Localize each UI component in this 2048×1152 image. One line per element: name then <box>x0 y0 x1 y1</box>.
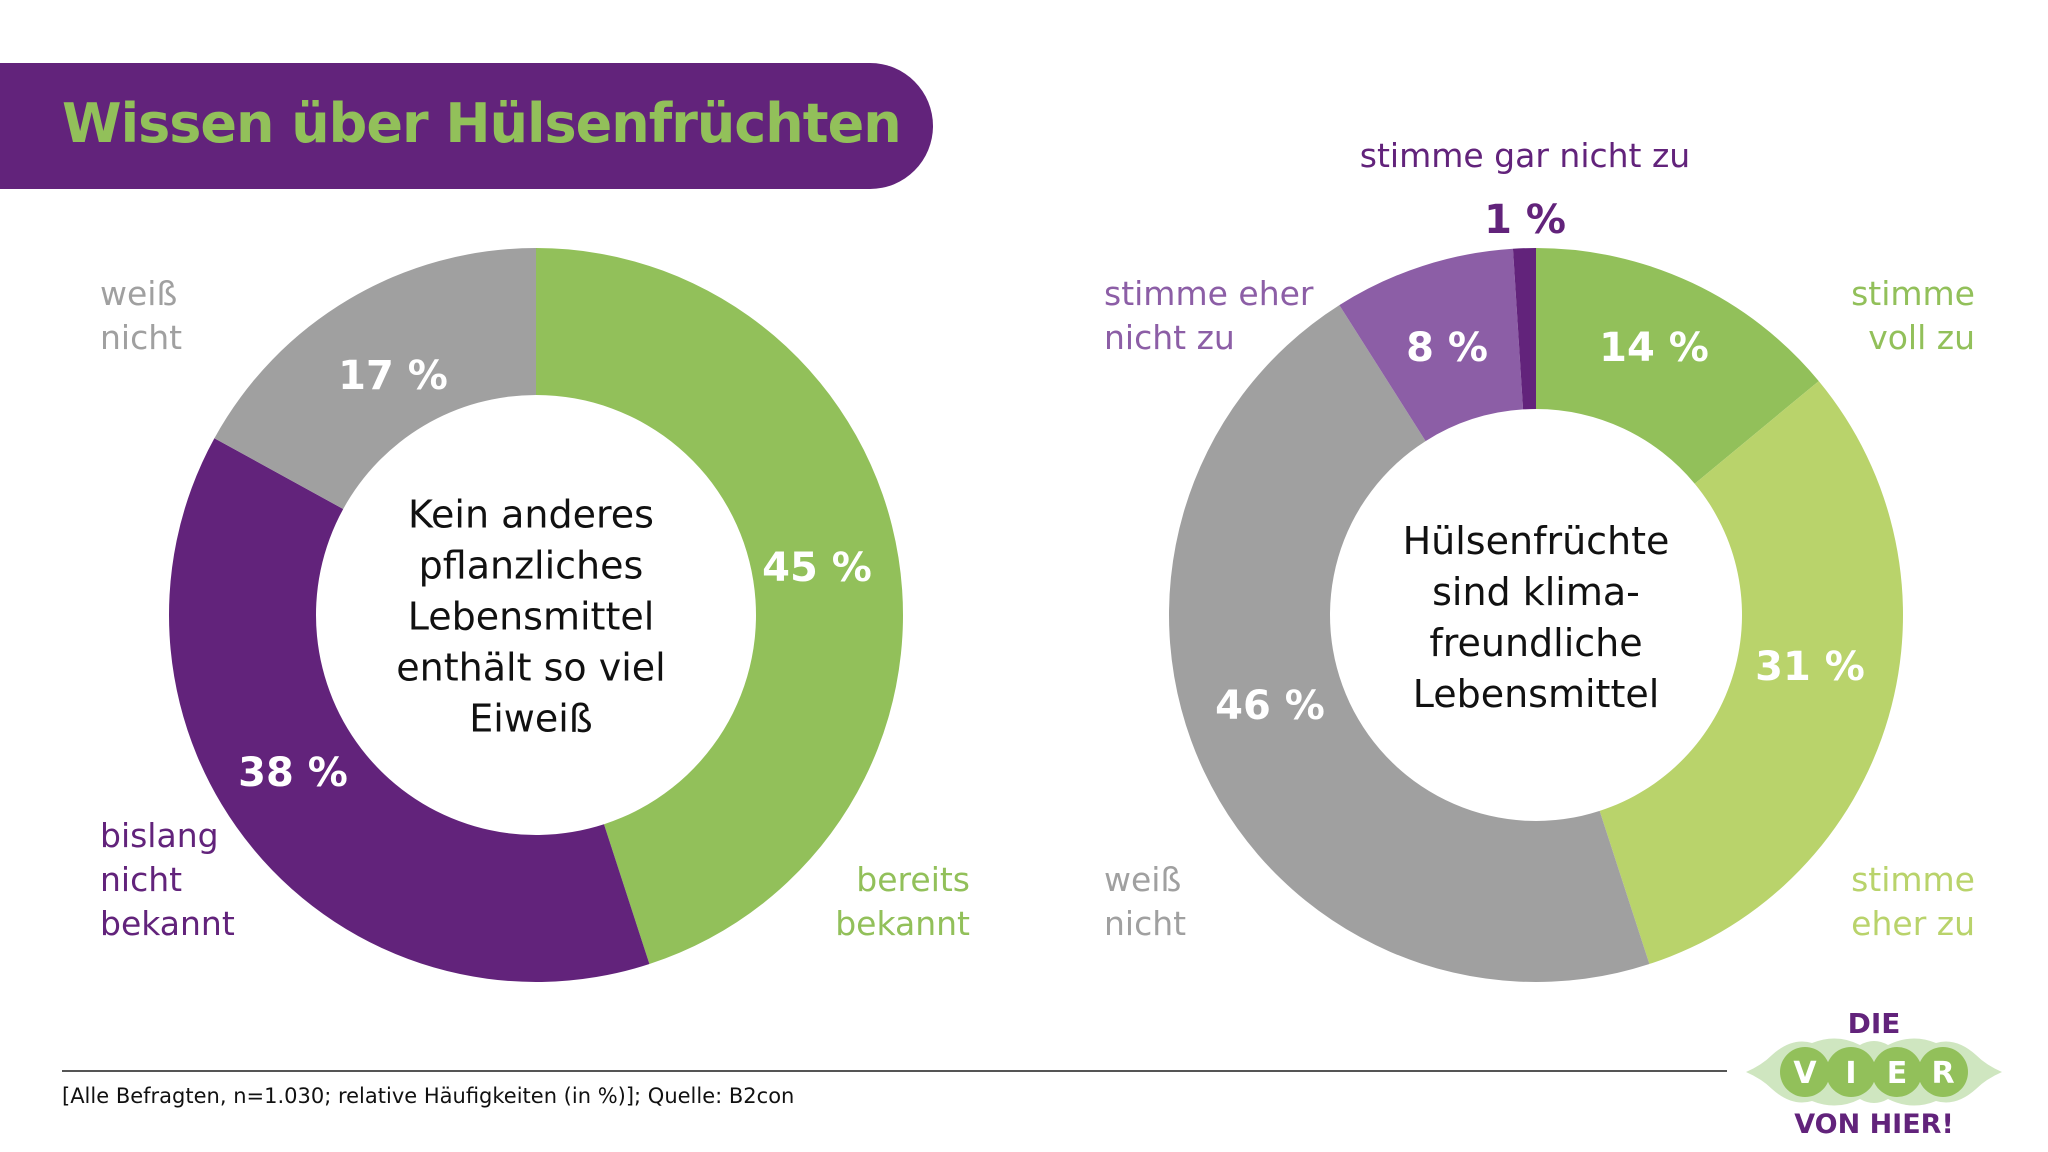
title-line: enthält so viel <box>396 645 666 690</box>
donut-slice-bislang-nicht-bekannt <box>168 438 650 982</box>
logo-letter: I <box>1845 1056 1856 1091</box>
data-label-17: 17 % <box>338 353 448 399</box>
label-line: nicht <box>100 860 183 899</box>
logo-letter: R <box>1931 1056 1954 1091</box>
die-vier-von-hier-logo: DIE V I E R VON HIER! <box>1746 1007 2002 1138</box>
legend-weiss-nicht-left: weiß nicht <box>100 272 182 360</box>
data-label-45: 45 % <box>762 545 872 591</box>
label-line: nicht <box>1104 904 1187 943</box>
donut-slice-stimme-eher-zu <box>1599 381 1903 965</box>
donut-slice-wei-nicht <box>214 248 536 510</box>
label-line: eher zu <box>1851 904 1975 943</box>
chart-title-left: Kein anderes pflanzliches Lebensmittel e… <box>396 490 665 745</box>
donut-slice-stimme-eher-nicht-zu <box>1339 248 1524 442</box>
donut-slice-wei-nicht <box>1169 305 1650 982</box>
label-line: weiß <box>100 274 178 313</box>
title-line: pflanzliches <box>418 543 644 588</box>
legend-stimme-voll-zu: stimme voll zu <box>1851 272 1975 360</box>
label-line: stimme <box>1851 274 1975 313</box>
data-label-38: 38 % <box>238 750 348 796</box>
donut-slice-bereits-bekannt <box>536 248 903 965</box>
title-line: Lebensmittel <box>1412 672 1660 716</box>
data-label-1: 1 % <box>1484 197 1566 243</box>
legend-stimme-eher-zu: stimme eher zu <box>1851 858 1975 946</box>
legend-bereits-bekannt: bereits bekannt <box>835 858 970 946</box>
title-line: Lebensmittel <box>407 594 655 639</box>
label-line: bekannt <box>100 904 235 943</box>
logo-bottom-text: VON HIER! <box>1794 1109 1954 1138</box>
legend-bislang-nicht-bekannt: bislang nicht bekannt <box>100 814 235 946</box>
label-line: bislang <box>100 816 219 855</box>
logo-top-text: DIE <box>1848 1007 1901 1040</box>
label-line: voll zu <box>1868 318 1975 357</box>
data-label-14: 14 % <box>1599 325 1709 371</box>
label-line: stimme gar nicht zu <box>1359 136 1691 175</box>
source-note: [Alle Befragten, n=1.030; relative Häufi… <box>62 1084 795 1108</box>
title-line: Kein anderes <box>408 492 654 537</box>
label-line: nicht zu <box>1104 318 1235 357</box>
label-line: stimme <box>1851 860 1975 899</box>
logo-letter: V <box>1793 1056 1817 1091</box>
label-line: bereits <box>856 860 970 899</box>
page-title: Wissen über Hülsenfrüchten <box>62 92 902 155</box>
legend-weiss-nicht-right: weiß nicht <box>1104 858 1186 946</box>
title-banner <box>0 63 933 189</box>
logo-letter: E <box>1887 1056 1908 1091</box>
title-line: Hülsenfrüchte <box>1402 519 1670 563</box>
label-line: bekannt <box>835 904 970 943</box>
chart-title-right: Hülsenfrüchte sind klima- freundliche Le… <box>1403 516 1670 720</box>
legend-stimme-eher-nicht-zu: stimme eher nicht zu <box>1104 272 1313 360</box>
donut-slice-stimme-gar-nicht-zu <box>1512 248 1536 410</box>
donut-slice-stimme-voll-zu <box>1536 248 1819 484</box>
label-line: stimme eher <box>1104 274 1314 313</box>
title-line: Eiweiß <box>469 696 593 741</box>
title-line: freundliche <box>1429 621 1643 665</box>
label-line: nicht <box>100 318 183 357</box>
data-label-8: 8 % <box>1406 325 1488 371</box>
legend-stimme-gar-nicht-zu: stimme gar nicht zu <box>1360 134 1690 178</box>
footer-divider <box>62 1070 1727 1072</box>
data-label-31: 31 % <box>1755 644 1865 690</box>
label-line: weiß <box>1104 860 1182 899</box>
title-line: sind klima- <box>1432 570 1640 614</box>
data-label-46: 46 % <box>1215 683 1325 729</box>
